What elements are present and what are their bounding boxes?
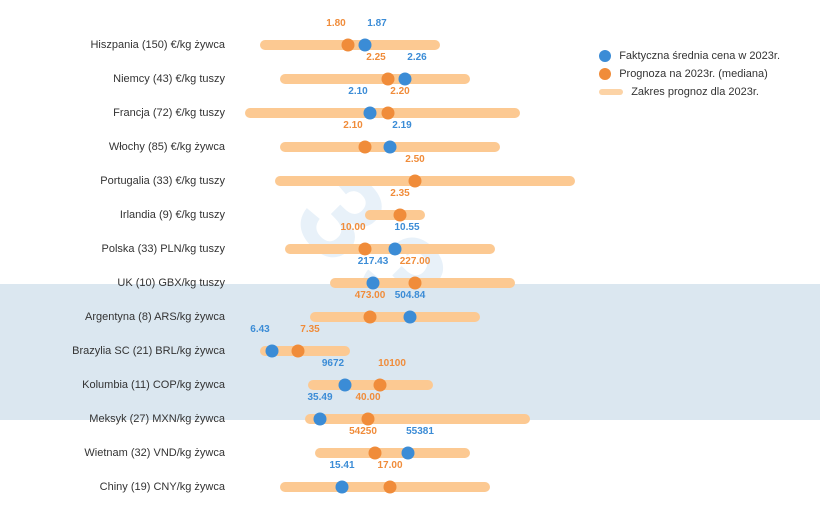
- row-label: Francja (72) €/kg tuszy: [20, 107, 235, 119]
- plot-area: 17.0015.41: [240, 470, 580, 504]
- forecast-dot: [369, 447, 382, 460]
- forecast-dot: [409, 175, 422, 188]
- forecast-dot: [409, 277, 422, 290]
- range-bar: [330, 278, 515, 288]
- row-label: Kolumbia (11) COP/kg żywca: [20, 379, 235, 391]
- legend-marker-actual: [599, 50, 611, 62]
- forecast-value: 473.00: [355, 290, 386, 301]
- row-label: Argentyna (8) ARS/kg żywca: [20, 311, 235, 323]
- actual-dot: [399, 73, 412, 86]
- forecast-value: 7.35: [300, 324, 319, 335]
- forecast-dot: [374, 379, 387, 392]
- legend-marker-forecast: [599, 68, 611, 80]
- forecast-value: 10100: [378, 358, 406, 369]
- plot-area: 2.50: [240, 164, 580, 198]
- row-label: Brazylia SC (21) BRL/kg żywca: [20, 345, 235, 357]
- forecast-dot: [382, 107, 395, 120]
- range-bar: [310, 312, 480, 322]
- actual-dot: [364, 107, 377, 120]
- actual-value: 15.41: [329, 460, 354, 471]
- range-bar: [275, 176, 575, 186]
- chart-row: Portugalia (33) €/kg tuszy 2.50: [20, 164, 800, 198]
- row-label: UK (10) GBX/kg tuszy: [20, 277, 235, 289]
- plot-area: 5425055381: [240, 436, 580, 470]
- actual-value: 6.43: [250, 324, 269, 335]
- row-label: Wietnam (32) VND/kg żywca: [20, 447, 235, 459]
- forecast-value: 2.50: [405, 154, 424, 165]
- actual-dot: [404, 311, 417, 324]
- row-label: Niemcy (43) €/kg tuszy: [20, 73, 235, 85]
- row-label: Meksyk (27) MXN/kg żywca: [20, 413, 235, 425]
- actual-value: 504.84: [395, 290, 426, 301]
- legend-item-forecast: Prognoza na 2023r. (mediana): [599, 68, 780, 80]
- actual-value: 55381: [406, 426, 434, 437]
- legend-item-range: Zakres prognoz dla 2023r.: [599, 86, 780, 98]
- actual-dot: [389, 243, 402, 256]
- actual-value: 217.43: [358, 256, 389, 267]
- actual-dot: [266, 345, 279, 358]
- range-bar: [305, 414, 530, 424]
- plot-area: 2.252.26: [240, 62, 580, 96]
- forecast-dot: [384, 481, 397, 494]
- legend-label-range: Zakres prognoz dla 2023r.: [631, 86, 759, 98]
- forecast-value: 10.00: [340, 222, 365, 233]
- forecast-value: 54250: [349, 426, 377, 437]
- forecast-value: 227.00: [400, 256, 431, 267]
- legend-label-actual: Faktyczna średnia cena w 2023r.: [619, 50, 780, 62]
- forecast-dot: [382, 73, 395, 86]
- forecast-dot: [292, 345, 305, 358]
- legend-label-forecast: Prognoza na 2023r. (mediana): [619, 68, 768, 80]
- forecast-value: 17.00: [377, 460, 402, 471]
- actual-dot: [402, 447, 415, 460]
- actual-value: 2.26: [407, 52, 426, 63]
- chart-container: 333 Faktyczna średnia cena w 2023r. Prog…: [20, 20, 800, 501]
- legend-marker-range: [599, 89, 623, 95]
- actual-dot: [367, 277, 380, 290]
- actual-dot: [359, 39, 372, 52]
- range-bar: [315, 448, 470, 458]
- forecast-dot: [342, 39, 355, 52]
- chart-row: Chiny (19) CNY/kg żywca 17.0015.41: [20, 470, 800, 504]
- actual-value: 10.55: [394, 222, 419, 233]
- forecast-value: 1.80: [326, 18, 345, 29]
- chart-row: Wietnam (32) VND/kg żywca 5425055381: [20, 436, 800, 470]
- row-label: Portugalia (33) €/kg tuszy: [20, 175, 235, 187]
- row-label: Polska (33) PLN/kg tuszy: [20, 243, 235, 255]
- forecast-dot: [362, 413, 375, 426]
- row-label: Irlandia (9) €/kg tuszy: [20, 209, 235, 221]
- forecast-dot: [359, 243, 372, 256]
- actual-value: 2.19: [392, 120, 411, 131]
- forecast-value: 2.35: [390, 188, 409, 199]
- row-label: Włochy (85) €/kg żywca: [20, 141, 235, 153]
- actual-value: 35.49: [307, 392, 332, 403]
- legend: Faktyczna średnia cena w 2023r. Prognoza…: [599, 50, 780, 104]
- forecast-value: 2.10: [343, 120, 362, 131]
- chart-row: Argentyna (8) ARS/kg żywca 473.00504.84: [20, 300, 800, 334]
- range-bar: [308, 380, 433, 390]
- plot-area: 7.356.43: [240, 334, 580, 368]
- actual-dot: [314, 413, 327, 426]
- forecast-value: 40.00: [355, 392, 380, 403]
- row-label: Chiny (19) CNY/kg żywca: [20, 481, 235, 493]
- range-bar: [280, 74, 470, 84]
- row-label: Hiszpania (150) €/kg żywca: [20, 39, 235, 51]
- actual-value: 1.87: [367, 18, 386, 29]
- forecast-value: 2.20: [390, 86, 409, 97]
- forecast-dot: [359, 141, 372, 154]
- actual-value: 9672: [322, 358, 344, 369]
- plot-area: 473.00504.84: [240, 300, 580, 334]
- chart-row: Kolumbia (11) COP/kg żywca 101009672: [20, 368, 800, 402]
- actual-dot: [339, 379, 352, 392]
- actual-dot: [336, 481, 349, 494]
- actual-value: 2.10: [348, 86, 367, 97]
- actual-dot: [384, 141, 397, 154]
- forecast-dot: [364, 311, 377, 324]
- plot-area: 101009672: [240, 368, 580, 402]
- forecast-dot: [394, 209, 407, 222]
- chart-row: Brazylia SC (21) BRL/kg żywca 7.356.43: [20, 334, 800, 368]
- legend-item-actual: Faktyczna średnia cena w 2023r.: [599, 50, 780, 62]
- forecast-value: 2.25: [366, 52, 385, 63]
